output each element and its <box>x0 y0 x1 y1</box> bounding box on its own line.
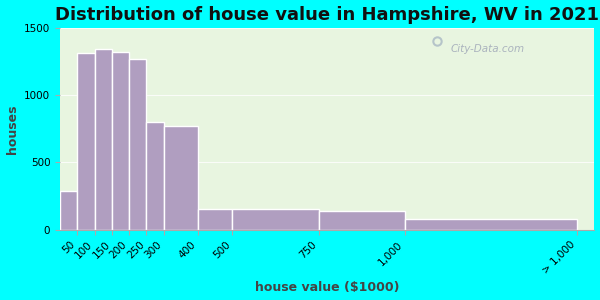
Bar <box>405 219 577 230</box>
Bar <box>77 53 95 230</box>
Bar <box>232 209 319 230</box>
Y-axis label: houses: houses <box>5 104 19 154</box>
Bar <box>146 122 164 230</box>
Bar <box>129 59 146 230</box>
Bar <box>198 209 232 230</box>
Bar <box>112 52 129 230</box>
Title: Distribution of house value in Hampshire, WV in 2021: Distribution of house value in Hampshire… <box>55 6 599 24</box>
X-axis label: house value ($1000): house value ($1000) <box>255 281 400 294</box>
Text: City-Data.com: City-Data.com <box>450 44 524 54</box>
Bar <box>164 126 198 230</box>
Bar <box>60 191 77 230</box>
Bar <box>319 211 405 230</box>
Bar <box>95 50 112 230</box>
